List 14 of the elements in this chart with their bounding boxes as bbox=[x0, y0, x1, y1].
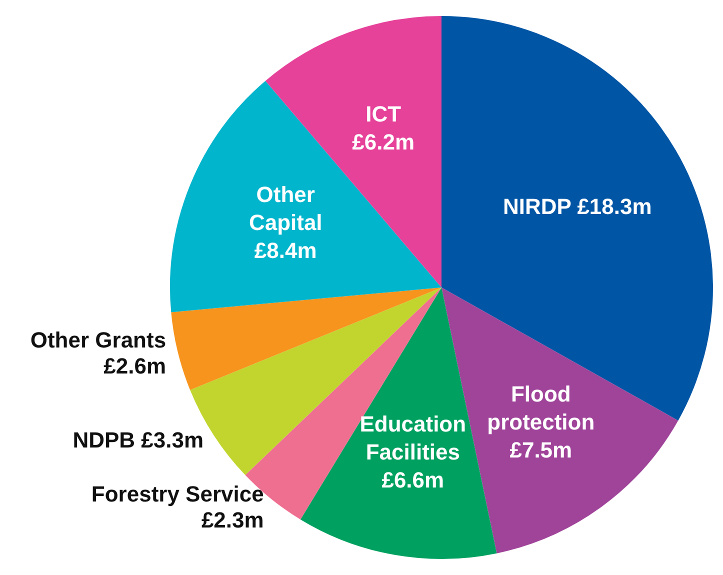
slice-label: Education Facilities bbox=[360, 411, 466, 464]
data-label: £7.5m bbox=[510, 437, 572, 462]
data-label: £8.4m bbox=[254, 238, 317, 264]
slice-label: Other Capital bbox=[248, 182, 322, 236]
slice-label: Forestry Service bbox=[91, 481, 264, 506]
slice-label: Other Grants bbox=[30, 328, 166, 353]
data-label: £2.6m bbox=[104, 354, 166, 379]
slice-label: ICT bbox=[366, 102, 402, 127]
data-label: £2.3m bbox=[201, 507, 264, 532]
slice-label: Flood protection bbox=[487, 381, 595, 434]
data-label: £6.6m bbox=[382, 467, 444, 492]
slice-label: NIRDP £18.3m bbox=[503, 194, 652, 220]
slice-label: NDPB £3.3m bbox=[72, 428, 204, 453]
data-label: £6.2m bbox=[352, 130, 415, 155]
